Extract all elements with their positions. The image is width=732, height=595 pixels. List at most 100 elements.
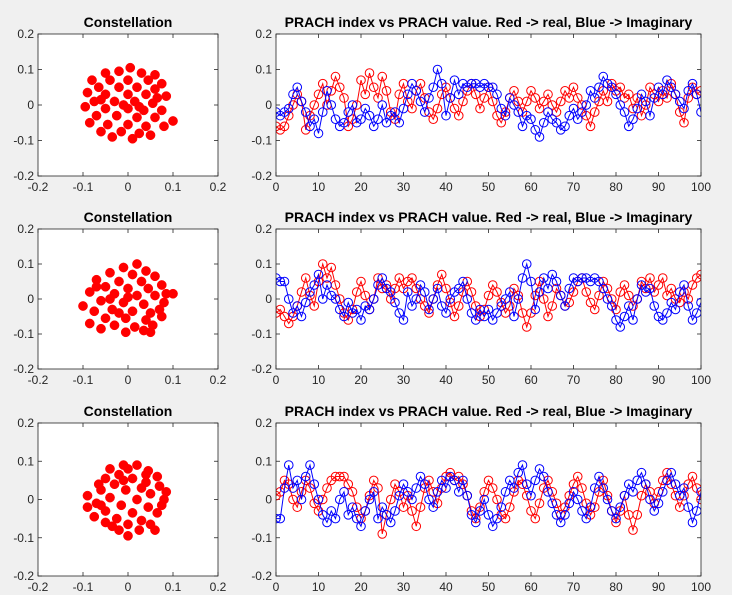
y-tick-label: 0.1 [255,257,272,271]
series-marker-0 [292,502,303,512]
series-marker-1 [492,513,502,524]
charts-root: Constellation -0.2 -0.1 0 0.1 0.2 -0.2 -0.1 0 0.1… [13,14,711,594]
series-marker-1 [343,297,354,308]
scatter-point [123,89,133,100]
x-tick-label: 90 [652,180,666,194]
series-marker-1 [322,280,332,290]
scatter-point [96,500,106,511]
series-marker-1 [696,297,701,308]
series-marker-0 [666,283,677,294]
series-marker-0 [436,89,447,100]
chart-title: Constellation [84,209,173,225]
chart-4: Constellation -0.2 -0.1 0 0.1 0.2 -0.2 -0.1 0 0.1… [13,403,226,594]
scatter-point [93,82,104,93]
scatter-point [118,262,129,273]
y-tick-label: -0.1 [251,134,272,148]
x-tick-label: 10 [312,373,326,387]
series-marker-1 [538,471,549,482]
scatter-point [127,269,138,280]
y-tick-label: -0.1 [13,134,34,148]
scatter-point [145,308,156,318]
series-marker-1 [364,494,375,505]
series-marker-1 [683,86,694,96]
scatter-point [89,306,100,317]
series-marker-1 [419,107,430,117]
series-marker-1 [551,276,562,287]
scatter-point [134,101,145,112]
series-marker-1 [526,276,536,287]
series-marker-1 [368,121,379,132]
axes-box [275,33,702,177]
series-marker-1 [432,487,443,497]
x-tick-label: 100 [691,580,711,594]
series-marker-0 [696,86,701,96]
chart-title: Constellation [84,403,173,419]
series-marker-1 [585,86,596,96]
y-tick-label: 0.1 [17,454,34,468]
scatter-point [141,266,151,276]
series-marker-1 [441,110,451,121]
series-marker-0 [538,294,549,304]
series-marker-0 [645,273,655,283]
series-marker-1 [526,490,536,501]
series-marker-1 [530,304,541,315]
series-marker-0 [623,89,634,100]
series-marker-1 [343,107,354,117]
x-tick-label: -0.1 [73,580,94,594]
series-marker-1 [415,280,426,290]
series-marker-1 [309,114,320,124]
scatter-point [100,68,111,78]
scatter-point [159,121,169,132]
series-marker-1 [636,467,647,478]
axes-box [37,228,219,370]
scatter-point [152,93,163,103]
scatter-point [127,133,138,144]
scatter-point [84,287,95,297]
series-marker-1 [432,64,443,75]
series-marker-1 [296,311,307,322]
series-marker-1 [305,287,315,297]
y-tick-label: 0.2 [17,222,34,236]
x-tick-label: 0.1 [165,180,182,194]
series-marker-0 [276,304,286,315]
chart-title: PRACH index vs PRACH value. Red -> real,… [285,209,693,225]
y-tick-label: 0.2 [17,416,34,430]
series-marker-1 [504,287,515,297]
chart-2: Constellation -0.2 -0.1 0 0.1 0.2 -0.2 -0.1 0 0.1… [13,209,226,387]
series-marker-1 [483,82,494,93]
axes-box [37,33,219,177]
series-marker-1 [543,107,553,117]
series-marker-1 [547,498,558,509]
scatter-point [138,299,149,310]
series-marker-1 [394,308,405,318]
series-marker-0 [279,121,290,132]
series-marker-0 [483,290,494,301]
series-marker-0 [632,510,643,520]
series-marker-0 [530,93,541,103]
series-marker-1 [317,510,328,520]
series-marker-0 [309,301,320,311]
x-tick-label: 80 [609,180,623,194]
y-tick-label: 0.2 [17,27,34,41]
scatter-point [134,525,145,535]
scatter-point [141,121,151,132]
series-marker-1 [317,294,328,304]
series-marker-0 [534,103,545,114]
y-tick-label: -0.1 [13,327,34,341]
series-marker-1 [351,513,362,524]
series-marker-1 [351,304,362,315]
series-marker-1 [632,294,643,304]
series-marker-1 [334,494,345,505]
series-marker-1 [602,494,613,505]
x-tick-label: 20 [354,180,368,194]
series-marker-1 [343,510,354,520]
scatter-point [96,126,106,137]
series-marker-0 [449,311,460,322]
series-marker-0 [334,82,345,93]
series-marker-1 [385,287,396,297]
series-marker-1 [611,315,621,325]
series-marker-0 [356,75,366,85]
series-marker-0 [521,96,532,107]
series-marker-1 [479,494,490,505]
series-marker-1 [666,467,677,478]
